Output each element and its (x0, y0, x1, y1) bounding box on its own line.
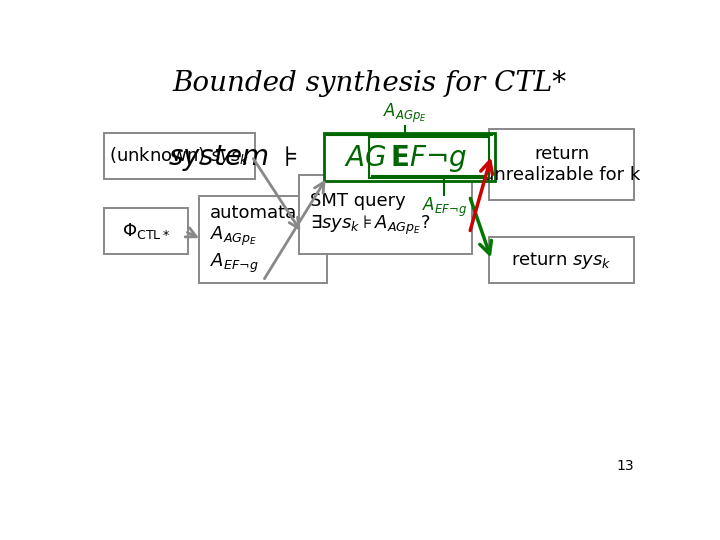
Text: (unknown) $sys_k$: (unknown) $sys_k$ (109, 145, 250, 167)
Text: $\Phi_{\mathrm{CTL*}}$: $\Phi_{\mathrm{CTL*}}$ (122, 221, 170, 241)
FancyBboxPatch shape (104, 208, 188, 254)
FancyBboxPatch shape (489, 129, 634, 200)
FancyBboxPatch shape (324, 133, 495, 181)
Text: $\mathbf{\mathit{system}}$: $\mathbf{\mathit{system}}$ (168, 143, 269, 173)
Text: return $sys_k$: return $sys_k$ (511, 249, 612, 271)
Text: $AG\,\mathbf{E}F{\neg}g$: $AG\,\mathbf{E}F{\neg}g$ (343, 143, 467, 174)
FancyBboxPatch shape (369, 137, 489, 178)
Text: SMT query
$\exists sys_k \models A_{AGp_E}$?: SMT query $\exists sys_k \models A_{AGp_… (310, 192, 431, 237)
Text: $\models$: $\models$ (279, 144, 298, 172)
FancyBboxPatch shape (104, 133, 255, 179)
Text: automata
$A_{AGp_E}$
$A_{EF\neg g}$: automata $A_{AGp_E}$ $A_{EF\neg g}$ (210, 204, 297, 275)
Text: $A_{EF{\neg}g}$: $A_{EF{\neg}g}$ (422, 196, 467, 219)
Text: 13: 13 (616, 459, 634, 473)
Text: $A_{AGp_E}$: $A_{AGp_E}$ (383, 102, 427, 125)
Text: return
unrealizable for k: return unrealizable for k (483, 145, 640, 184)
FancyBboxPatch shape (199, 196, 327, 283)
FancyBboxPatch shape (300, 175, 472, 254)
FancyBboxPatch shape (489, 238, 634, 283)
Text: Bounded synthesis for CTL*: Bounded synthesis for CTL* (172, 70, 566, 97)
